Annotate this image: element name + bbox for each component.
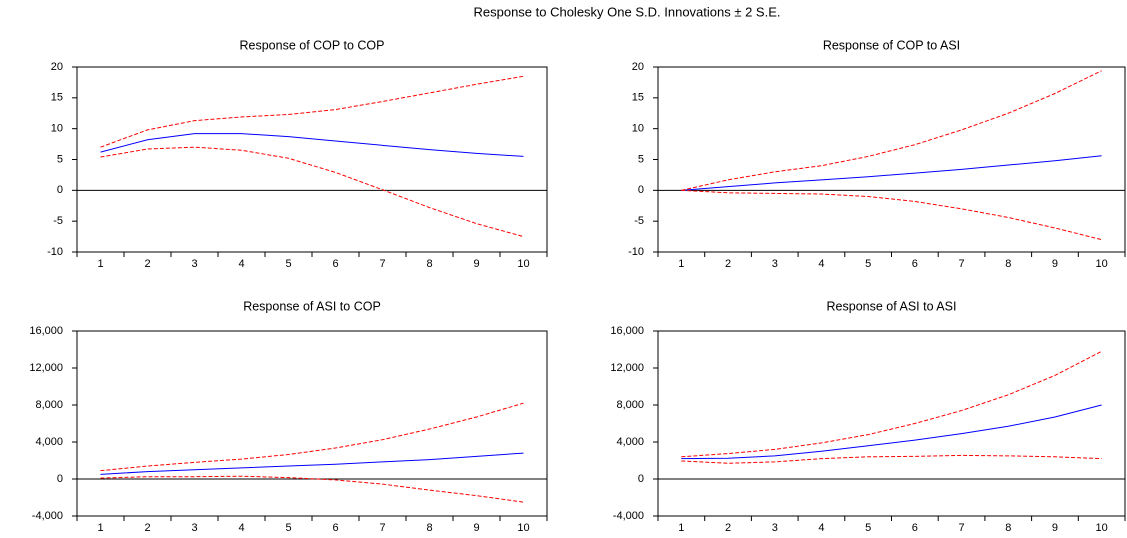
x-tick-label: 10	[517, 522, 529, 534]
y-tick-label: 8,000	[35, 399, 63, 411]
y-tick-label: 5	[638, 153, 644, 165]
x-tick-label: 2	[144, 258, 150, 270]
series-line	[100, 133, 524, 157]
y-tick-label: -4,000	[32, 510, 63, 522]
x-tick-label: 7	[379, 522, 385, 534]
series-line	[681, 155, 1102, 191]
series-line	[100, 75, 524, 148]
y-tick-label: 15	[632, 92, 644, 104]
x-tick-label: 7	[958, 258, 964, 270]
y-tick-label: -10	[47, 246, 63, 258]
x-tick-label: 3	[772, 522, 778, 534]
y-tick-label: -5	[634, 215, 644, 227]
x-tick-label: 2	[725, 258, 731, 270]
series-line	[681, 70, 1102, 191]
x-tick-label: 10	[517, 258, 529, 270]
x-tick-label: 4	[238, 258, 244, 270]
series-line	[681, 350, 1102, 458]
series-line	[681, 454, 1102, 464]
x-tick-label: 1	[678, 258, 684, 270]
x-tick-label: 3	[191, 522, 197, 534]
x-tick-label: 9	[473, 258, 479, 270]
x-tick-label: 9	[1052, 258, 1058, 270]
y-tick-label: -5	[53, 215, 63, 227]
y-tick-label: 10	[632, 123, 644, 135]
plot-frame	[657, 330, 1126, 517]
y-tick-label: -4,000	[613, 510, 644, 522]
x-tick-label: 6	[912, 522, 918, 534]
y-tick-label: 10	[51, 123, 63, 135]
series-line	[100, 475, 524, 503]
x-tick-label: 6	[912, 258, 918, 270]
x-tick-label: 2	[144, 522, 150, 534]
panel-title: Response of ASI to COP	[243, 299, 381, 313]
x-tick-label: 5	[285, 522, 291, 534]
x-tick-label: 7	[379, 258, 385, 270]
x-tick-label: 5	[285, 258, 291, 270]
x-tick-label: 9	[473, 522, 479, 534]
y-tick-label: 12,000	[29, 362, 63, 374]
series-line	[100, 452, 524, 475]
y-tick-label: 0	[638, 184, 644, 196]
series-line	[100, 402, 524, 472]
x-tick-label: 2	[725, 522, 731, 534]
series-line	[681, 189, 1102, 241]
x-tick-label: 6	[332, 258, 338, 270]
x-tick-label: 10	[1096, 522, 1108, 534]
x-tick-label: 8	[426, 522, 432, 534]
x-tick-label: 10	[1096, 258, 1108, 270]
y-tick-label: 0	[57, 184, 63, 196]
panel-title: Response of COP to COP	[240, 38, 385, 52]
x-tick-label: 5	[865, 522, 871, 534]
x-tick-label: 8	[426, 258, 432, 270]
plot-frame	[657, 66, 1126, 253]
plot-frame	[76, 330, 548, 517]
x-tick-label: 8	[1005, 258, 1011, 270]
y-tick-label: 8,000	[616, 399, 644, 411]
series-line	[100, 146, 524, 238]
panel-title: Response of COP to ASI	[823, 38, 960, 52]
panel-title: Response of ASI to ASI	[827, 299, 957, 313]
x-tick-label: 3	[191, 258, 197, 270]
x-tick-label: 1	[678, 522, 684, 534]
y-tick-label: 0	[638, 473, 644, 485]
x-tick-label: 6	[332, 522, 338, 534]
y-tick-label: 4,000	[616, 436, 644, 448]
x-tick-label: 4	[238, 522, 244, 534]
x-tick-label: 4	[818, 522, 824, 534]
y-tick-label: 4,000	[35, 436, 63, 448]
x-tick-label: 8	[1005, 522, 1011, 534]
x-tick-label: 4	[818, 258, 824, 270]
series-line	[681, 404, 1102, 460]
y-tick-label: 0	[57, 473, 63, 485]
y-tick-label: 12,000	[610, 362, 644, 374]
x-tick-label: 3	[772, 258, 778, 270]
y-tick-label: 5	[57, 153, 63, 165]
y-tick-label: 16,000	[29, 325, 63, 337]
y-tick-label: 20	[632, 61, 644, 73]
y-tick-label: 20	[51, 61, 63, 73]
y-tick-label: -10	[628, 246, 644, 258]
chart-title: Response to Cholesky One S.D. Innovation…	[473, 4, 780, 19]
y-tick-label: 16,000	[610, 325, 644, 337]
x-tick-label: 5	[865, 258, 871, 270]
plot-frame	[76, 66, 548, 253]
x-tick-label: 1	[97, 258, 103, 270]
x-tick-label: 1	[97, 522, 103, 534]
x-tick-label: 9	[1052, 522, 1058, 534]
x-tick-label: 7	[958, 522, 964, 534]
y-tick-label: 15	[51, 92, 63, 104]
